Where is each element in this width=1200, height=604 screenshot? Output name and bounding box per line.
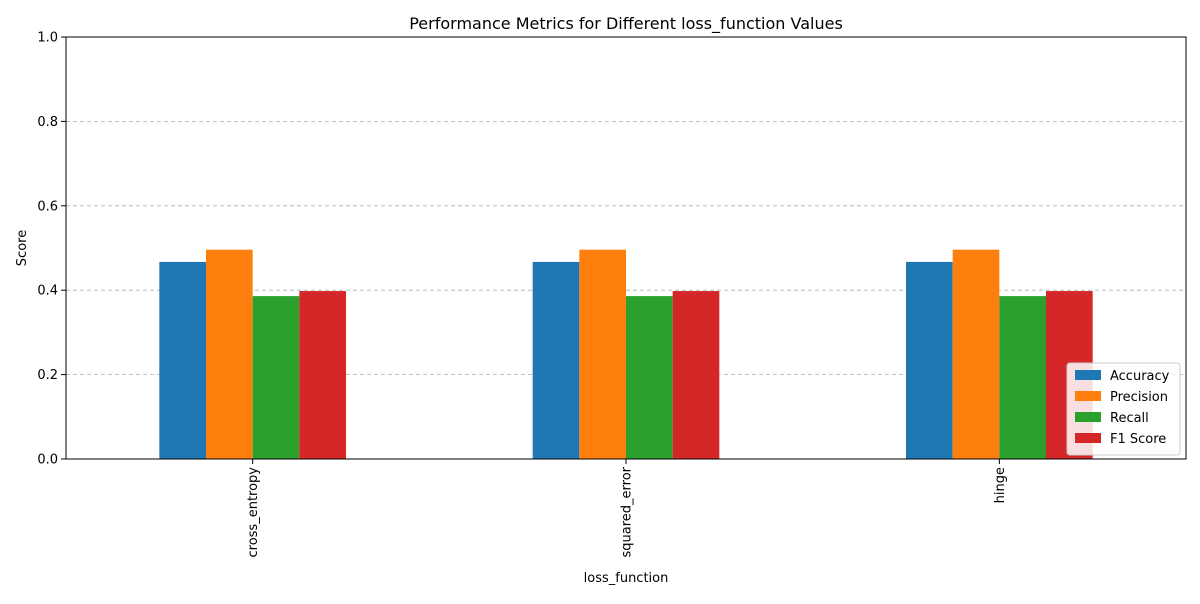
legend-label: Accuracy (1110, 369, 1170, 384)
y-tick-label: 0.8 (37, 115, 58, 130)
legend-label: Recall (1110, 411, 1149, 426)
bar-precision-hinge (952, 249, 1000, 459)
chart-title: Performance Metrics for Different loss_f… (409, 14, 843, 34)
x-tick-label: hinge (993, 467, 1008, 503)
legend-swatch-recall (1075, 412, 1101, 422)
y-tick-label: 0.0 (37, 453, 58, 468)
bar-f1-score-squared_error (672, 291, 720, 459)
x-tick-label: cross_entropy (246, 467, 261, 558)
y-tick-label: 0.4 (37, 284, 58, 299)
y-axis-label: Score (15, 230, 30, 266)
legend-swatch-f1-score (1075, 433, 1101, 443)
axes (61, 36, 1187, 464)
y-tick-label: 0.2 (37, 368, 58, 383)
y-tick-label: 1.0 (37, 31, 58, 46)
bar-f1-score-cross_entropy (299, 291, 346, 459)
bar-accuracy-squared_error (532, 261, 580, 459)
x-axis-label: loss_function (584, 571, 669, 586)
legend-swatch-accuracy (1075, 370, 1101, 380)
x-tick-label: squared_error (620, 466, 635, 557)
legend-swatch-precision (1075, 391, 1101, 401)
bars (159, 249, 1093, 459)
bar-recall-squared_error (626, 296, 673, 459)
legend-label: F1 Score (1110, 432, 1166, 447)
legend-box (1066, 362, 1181, 456)
legend: Accuracy Precision Recall F1 Score (1066, 362, 1181, 456)
bar-precision-squared_error (579, 249, 626, 459)
bar-accuracy-hinge (906, 261, 953, 459)
bar-precision-cross_entropy (206, 249, 253, 459)
bar-recall-cross_entropy (252, 296, 300, 459)
bar-accuracy-cross_entropy (159, 261, 206, 459)
bar-recall-hinge (999, 296, 1046, 459)
tick-labels: 0.0 0.2 0.4 0.6 0.8 1.0 cross_entropy squared_e… (37, 31, 1008, 558)
y-tick-label: 0.6 (37, 199, 58, 214)
plot-frame (65, 36, 1187, 460)
legend-label: Precision (1110, 390, 1168, 405)
